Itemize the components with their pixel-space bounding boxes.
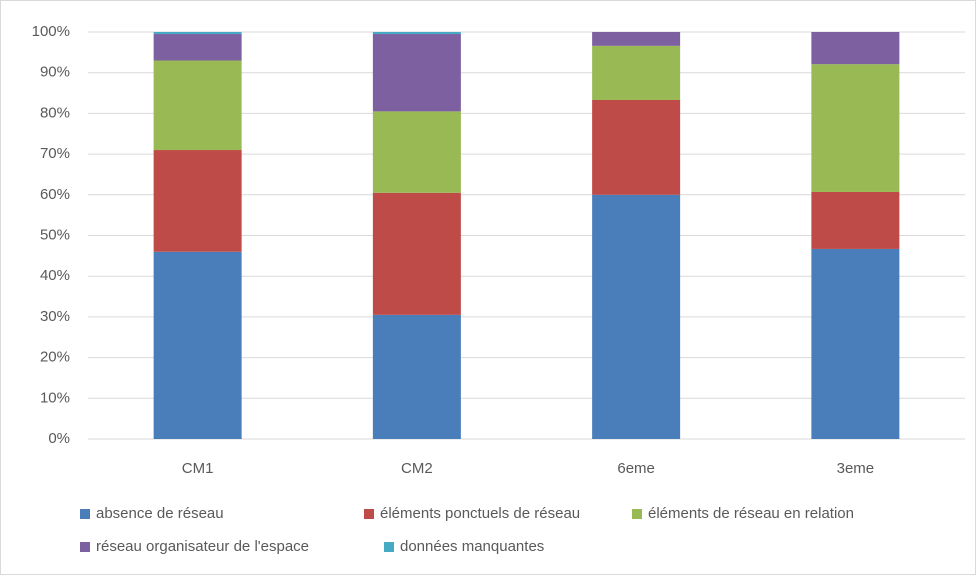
- bar-segment: [153, 34, 242, 61]
- legend-label: éléments ponctuels de réseau: [380, 505, 580, 522]
- x-tick-label: CM1: [182, 460, 214, 477]
- y-tick-label: 30%: [40, 308, 70, 325]
- legend-label: données manquantes: [400, 538, 544, 555]
- legend-label: absence de réseau: [96, 505, 224, 522]
- bar-segment: [372, 314, 461, 439]
- legend-label: réseau organisateur de l'espace: [96, 538, 309, 555]
- legend-swatch: [364, 509, 374, 519]
- y-tick-label: 10%: [40, 389, 70, 406]
- bar-segment: [811, 64, 900, 192]
- bar-segment: [592, 45, 681, 100]
- legend-label: éléments de réseau en relation: [648, 505, 854, 522]
- bar-segment: [372, 32, 461, 35]
- bar-segment: [592, 32, 681, 46]
- y-tick-label: 60%: [40, 186, 70, 203]
- y-tick-label: 20%: [40, 349, 70, 366]
- legend-swatch: [80, 542, 90, 552]
- y-tick-label: 0%: [48, 430, 70, 447]
- y-tick-label: 100%: [32, 23, 70, 40]
- bar-segment: [372, 111, 461, 193]
- y-tick-label: 40%: [40, 267, 70, 284]
- x-tick-label: 6eme: [617, 460, 655, 477]
- bar-segment: [153, 150, 242, 252]
- bar-segment: [153, 60, 242, 151]
- bar-segment: [372, 192, 461, 315]
- x-tick-label: CM2: [401, 460, 433, 477]
- bar-segment: [153, 32, 242, 35]
- bar-segment: [592, 99, 681, 195]
- y-tick-label: 80%: [40, 104, 70, 121]
- y-tick-label: 50%: [40, 226, 70, 243]
- y-tick-label: 70%: [40, 145, 70, 162]
- legend-swatch: [384, 542, 394, 552]
- bar-segment: [592, 194, 681, 439]
- bar-segment: [153, 251, 242, 439]
- bar-segment: [372, 34, 461, 112]
- bar-segment: [811, 248, 900, 439]
- x-tick-label: 3eme: [837, 460, 875, 477]
- legend-swatch: [80, 509, 90, 519]
- bar-segment: [811, 191, 900, 249]
- legend-swatch: [632, 509, 642, 519]
- bar-segment: [811, 32, 900, 65]
- y-tick-label: 90%: [40, 64, 70, 81]
